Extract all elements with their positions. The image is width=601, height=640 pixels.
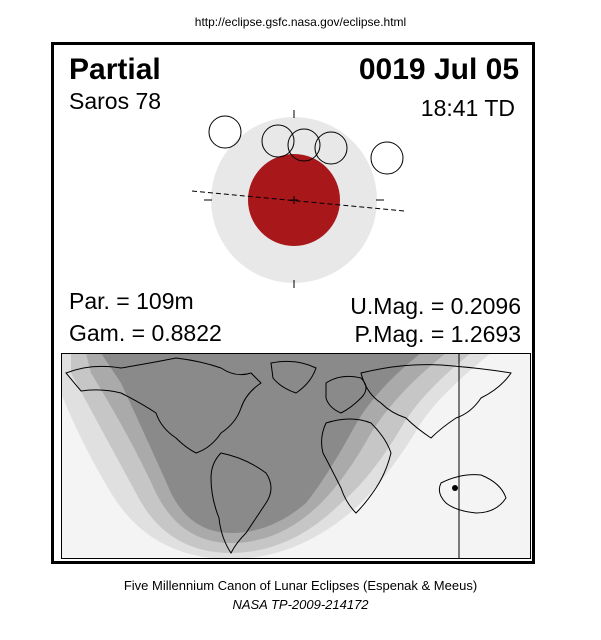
eclipse-panel: Partial Saros 78 0019 Jul 05 18:41 TD Pa… bbox=[51, 42, 535, 564]
moon-position-u1 bbox=[261, 124, 295, 158]
eclipse-time: 18:41 TD bbox=[420, 95, 515, 121]
coastline-asia bbox=[360, 364, 512, 439]
penumbral-magnitude: P.Mag. = 1.2693 bbox=[354, 321, 521, 347]
saros-number: Saros 78 bbox=[69, 88, 162, 114]
footer-publication: NASA TP-2009-214172 bbox=[232, 597, 369, 612]
eclipse-date: 0019 Jul 05 bbox=[358, 53, 519, 86]
coastline-north-america bbox=[65, 357, 262, 454]
coastline-europe bbox=[325, 375, 367, 414]
coastline-south-america bbox=[210, 452, 272, 554]
coastline-australia bbox=[438, 474, 507, 514]
shadow-diagram bbox=[191, 110, 405, 288]
moon-position-max bbox=[287, 128, 321, 162]
gamma-value: Gam. = 0.8822 bbox=[69, 320, 222, 346]
source-url[interactable]: http://eclipse.gsfc.nasa.gov/eclipse.htm… bbox=[194, 15, 407, 29]
umbral-magnitude: U.Mag. = 0.2096 bbox=[350, 293, 521, 319]
moon-position-p4 bbox=[370, 141, 404, 175]
moon-position-p1 bbox=[208, 115, 242, 149]
visibility-zone-dark bbox=[101, 353, 421, 533]
partial-duration: Par. = 109m bbox=[69, 288, 194, 314]
coastline-greenland bbox=[270, 360, 317, 394]
ecliptic-line bbox=[191, 190, 405, 212]
footer-credit: Five Millennium Canon of Lunar Eclipses … bbox=[123, 578, 478, 593]
moon-position-u4 bbox=[314, 131, 348, 165]
coastline-africa bbox=[321, 418, 392, 514]
visibility-map bbox=[61, 353, 531, 559]
greatest-eclipse-marker bbox=[452, 485, 458, 491]
eclipse-type: Partial bbox=[69, 53, 161, 86]
